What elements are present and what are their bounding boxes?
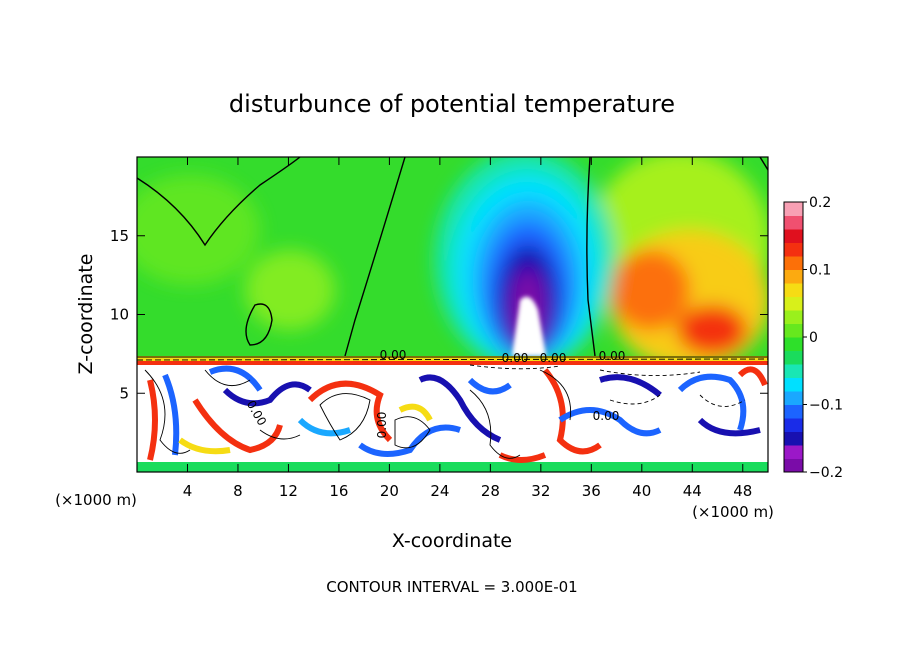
- colorbar-swatch: [784, 445, 803, 459]
- colorbar-swatch: [784, 323, 803, 338]
- x-unit-label-right: (×1000 m): [692, 503, 774, 521]
- colorbar-tick-label: 0: [809, 330, 818, 346]
- colorbar-swatch: [784, 296, 803, 311]
- x-tick-label: 40: [632, 482, 651, 500]
- colorbar-swatch: [784, 256, 803, 270]
- x-tick-label: 28: [481, 482, 500, 500]
- contour-label: 0.00: [375, 412, 389, 439]
- colorbar-tick-label: 0.2: [809, 195, 831, 211]
- colorbar-swatch: [784, 458, 803, 473]
- y-axis-label: Z-coordinate: [75, 254, 97, 375]
- colorbar-swatch: [784, 283, 803, 297]
- zero-contours-upper: [137, 157, 768, 357]
- contour-label: 0.00: [593, 409, 620, 423]
- x-tick-label: 36: [582, 482, 601, 500]
- contour-label: 0.00: [599, 349, 626, 363]
- chart-title: disturbunce of potential temperature: [229, 90, 675, 118]
- y-tick-label: 10: [110, 306, 129, 324]
- colorbar-swatch: [784, 215, 803, 230]
- contour-label: 0.00: [502, 351, 529, 365]
- colorbar-tick-label: −0.2: [809, 465, 843, 481]
- x-tick-label: 4: [183, 482, 193, 500]
- colorbar-swatch: [784, 229, 803, 243]
- colorbar-swatch: [784, 364, 803, 378]
- x-tick-label: 44: [683, 482, 702, 500]
- x-axis-label: X-coordinate: [392, 530, 512, 552]
- lower-layer-base: [137, 356, 768, 472]
- lower-layer-eddies: [137, 356, 768, 472]
- colorbar-swatch: [784, 310, 803, 324]
- x-tick-label: 32: [531, 482, 550, 500]
- cold-core-max: [512, 296, 546, 356]
- colorbar-swatch: [784, 404, 803, 419]
- contour-label: 0.00: [540, 351, 567, 365]
- y-axis: 5 10 15: [110, 227, 768, 402]
- x-tick-label: 48: [733, 482, 752, 500]
- x-tick-label: 16: [329, 482, 348, 500]
- colorbar-swatch: [784, 350, 803, 365]
- contour-label: 0.00: [380, 348, 407, 362]
- colorbar-swatch: [784, 269, 803, 284]
- plot-area: 0.00 0.00 0.00 0.00 0.00 0.00 0.00: [137, 157, 768, 472]
- x-tick-label: 20: [380, 482, 399, 500]
- x-unit-label: (×1000 m): [55, 491, 137, 509]
- x-tick-label: 8: [233, 482, 243, 500]
- y-tick-label: 5: [119, 384, 129, 402]
- x-tick-label: 12: [279, 482, 298, 500]
- contour-labels: 0.00 0.00 0.00 0.00 0.00 0.00 0.00: [244, 348, 626, 438]
- colorbar-tick-label: 0.1: [809, 263, 831, 279]
- contour-interval-note: CONTOUR INTERVAL = 3.000E-01: [326, 578, 577, 596]
- colorbar-swatch: [784, 418, 803, 432]
- colorbar-swatch: [784, 377, 803, 392]
- colorbar-swatch: [784, 431, 803, 446]
- colorbar-tick-label: −0.1: [809, 398, 843, 414]
- colorbar-swatch: [784, 337, 803, 351]
- colorbar-swatch: [784, 242, 803, 257]
- colorbar-swatch: [784, 391, 803, 405]
- colorbar-swatch: [784, 202, 803, 216]
- x-axis: 4 8 12 16 20 24 28 32 36 40 44 48: [183, 157, 752, 500]
- x-tick-label: 24: [430, 482, 449, 500]
- colorbar: 0.2 0.1 0 −0.1 −0.2: [783, 195, 843, 481]
- y-tick-label: 15: [110, 227, 129, 245]
